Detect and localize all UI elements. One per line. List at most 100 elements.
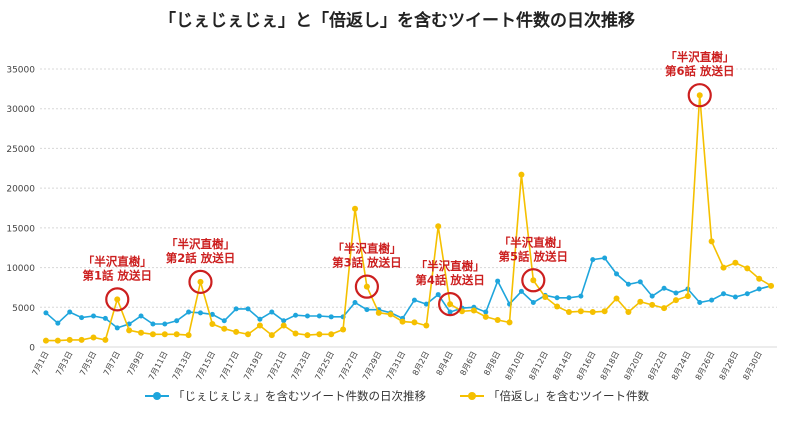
data-point-series-1 (506, 319, 513, 326)
data-point-series-1 (482, 313, 489, 320)
data-point-series-0 (756, 286, 762, 292)
data-point-series-0 (316, 313, 322, 319)
data-point-series-1 (173, 331, 180, 338)
x-tick-label: 7月11日 (147, 350, 170, 382)
data-point-series-1 (161, 331, 168, 338)
data-point-series-1 (554, 303, 561, 310)
data-point-series-0 (352, 300, 358, 306)
data-point-series-0 (221, 318, 227, 324)
legend-label-series-0: 「じぇじぇじぇ」を含むツイート件数の日次推移 (173, 389, 426, 403)
x-tick-label: 8月22日 (646, 350, 669, 382)
chart-legend: 「じぇじぇじぇ」を含むツイート件数の日次推移 「倍返し」を含むツイート件数 (0, 388, 794, 404)
data-point-series-1 (256, 322, 263, 329)
y-tick-label-20000: 20000 (6, 185, 35, 195)
data-point-series-1 (696, 92, 703, 99)
data-point-series-0 (637, 279, 643, 285)
x-tick-label: 7月23日 (290, 350, 313, 382)
data-point-series-0 (281, 318, 287, 324)
data-point-series-1 (102, 336, 109, 343)
data-point-series-0 (590, 257, 596, 263)
data-point-series-0 (649, 293, 655, 299)
data-point-series-0 (566, 295, 572, 301)
data-point-series-0 (673, 290, 679, 296)
annotation-label-2-line-2: 第2話 放送日 (166, 251, 236, 265)
annotation-label-3-line-1: 「半沢直樹」 (332, 242, 401, 256)
data-point-series-0 (55, 320, 61, 326)
x-tick-label: 8月20日 (622, 350, 645, 382)
data-point-series-1 (542, 293, 549, 300)
data-point-series-1 (732, 259, 739, 266)
data-point-series-0 (43, 310, 49, 316)
annotation-circle-6 (687, 83, 712, 108)
data-point-series-1 (54, 337, 61, 344)
x-tick-label: 7月15日 (194, 350, 217, 382)
data-point-series-0 (530, 300, 536, 306)
data-point-series-1 (744, 265, 751, 272)
x-tick-label: 7月27日 (337, 350, 360, 382)
data-point-series-1 (768, 282, 775, 289)
data-point-series-1 (375, 309, 382, 316)
data-point-series-0 (162, 321, 168, 327)
data-point-series-0 (364, 307, 370, 313)
data-point-series-1 (661, 305, 668, 312)
y-tick-label-10000: 10000 (6, 264, 35, 274)
data-point-series-1 (114, 296, 121, 303)
annotation-label-4-line-1: 「半沢直樹」 (416, 259, 485, 273)
x-tick-label: 8月6日 (458, 350, 478, 377)
x-tick-label: 8月10日 (504, 350, 527, 382)
annotation-label-5-line-1: 「半沢直樹」 (499, 235, 568, 249)
x-tick-label: 7月9日 (126, 350, 146, 377)
data-point-series-0 (578, 293, 584, 299)
data-point-series-0 (138, 313, 144, 319)
data-point-series-0 (625, 281, 631, 287)
x-tick-label: 7月7日 (102, 350, 122, 377)
legend-label-series-1: 「倍返し」を含むツイート件数 (488, 389, 649, 403)
data-point-series-0 (304, 313, 310, 319)
y-tick-label-15000: 15000 (6, 224, 35, 234)
legend-item-series-0[interactable]: 「じぇじぇじぇ」を含むツイート件数の日次推移 (145, 388, 426, 404)
x-tick-label: 8月28日 (718, 350, 741, 382)
data-point-series-0 (90, 313, 96, 319)
x-tick-label: 8月16日 (575, 350, 598, 382)
annotation-label-4-line-2: 第4話 放送日 (415, 273, 485, 287)
x-tick-label: 7月31日 (385, 350, 408, 382)
y-tick-label-5000: 5000 (12, 304, 35, 314)
data-point-series-0 (721, 291, 727, 297)
data-point-series-0 (150, 321, 156, 327)
x-tick-label: 7月13日 (171, 350, 194, 382)
data-point-series-0 (435, 292, 441, 298)
x-tick-label: 7月19日 (242, 350, 265, 382)
data-point-series-0 (447, 309, 453, 315)
data-point-series-1 (435, 223, 442, 230)
data-point-series-1 (613, 295, 620, 302)
x-tick-label: 8月14日 (551, 350, 574, 382)
data-point-series-0 (709, 297, 715, 303)
data-point-series-0 (257, 316, 263, 322)
annotation-circle-1 (105, 287, 130, 312)
data-point-series-1 (625, 309, 632, 316)
data-point-series-0 (483, 309, 489, 315)
data-point-series-1 (589, 309, 596, 316)
data-point-series-1 (42, 337, 49, 344)
data-point-series-1 (577, 308, 584, 315)
x-tick-label: 8月18日 (599, 350, 622, 382)
data-point-series-1 (637, 298, 644, 305)
x-tick-label: 7月3日 (54, 350, 74, 377)
data-point-series-0 (233, 306, 239, 312)
data-point-series-1 (66, 336, 73, 343)
data-point-series-1 (684, 293, 691, 300)
data-point-series-0 (423, 301, 429, 307)
x-tick-label: 7月17日 (218, 350, 241, 382)
annotation-circle-2 (188, 269, 213, 294)
data-point-series-1 (399, 318, 406, 325)
annotation-label-5-line-2: 第5話 放送日 (499, 249, 569, 263)
data-point-series-1 (245, 331, 252, 338)
x-tick-label: 8月12日 (527, 350, 550, 382)
data-point-series-1 (149, 331, 156, 338)
legend-item-series-1[interactable]: 「倍返し」を含むツイート件数 (460, 388, 649, 404)
data-point-series-0 (614, 271, 620, 277)
x-tick-label: 8月24日 (670, 350, 693, 382)
data-point-series-0 (661, 285, 667, 291)
data-point-series-0 (744, 291, 750, 297)
